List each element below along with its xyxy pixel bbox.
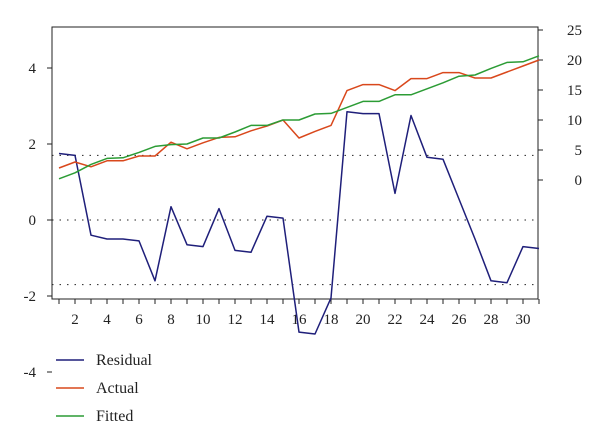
x-tick-label: 12 xyxy=(228,312,243,328)
x-tick-label: 10 xyxy=(196,312,211,328)
reference-lines xyxy=(52,154,538,286)
left-tick-label: 4 xyxy=(29,61,37,77)
x-tick-label: 22 xyxy=(388,312,403,328)
x-tick-label: 24 xyxy=(420,312,436,328)
legend-label-fitted: Fitted xyxy=(96,408,133,425)
right-tick-label: 20 xyxy=(567,53,582,69)
x-tick-label: 2 xyxy=(71,312,79,328)
series-line-residual xyxy=(58,110,540,335)
x-tick-label: 6 xyxy=(135,312,143,328)
legend: Residual Actual Fitted xyxy=(56,352,153,425)
left-tick-label: -2 xyxy=(24,289,37,305)
right-tick-label: 15 xyxy=(567,83,582,99)
left-tick-label: -4 xyxy=(24,365,37,381)
right-axis: 0 5 10 15 20 25 xyxy=(538,23,582,189)
x-tick-label: 14 xyxy=(260,312,276,328)
series-line-actual xyxy=(58,59,540,169)
series-lines xyxy=(58,55,540,335)
x-tick-label: 18 xyxy=(324,312,339,328)
x-tick-label: 16 xyxy=(292,312,308,328)
x-tick-label: 30 xyxy=(516,312,531,328)
x-tick-label: 4 xyxy=(103,312,111,328)
x-tick-label: 28 xyxy=(484,312,499,328)
legend-label-residual: Residual xyxy=(96,352,153,369)
right-tick-label: 0 xyxy=(575,173,583,189)
x-tick-label: 26 xyxy=(452,312,468,328)
x-tick-label: 8 xyxy=(167,312,175,328)
right-tick-label: 10 xyxy=(567,113,582,129)
x-tick-label: 20 xyxy=(356,312,371,328)
left-tick-label: 0 xyxy=(29,213,37,229)
left-axis: -4 -2 0 2 4 xyxy=(24,61,52,381)
plot-frame xyxy=(51,26,539,300)
legend-label-actual: Actual xyxy=(96,380,139,397)
right-tick-label: 25 xyxy=(567,23,582,39)
left-tick-label: 2 xyxy=(29,137,37,153)
x-axis: 2 4 6 8 10 12 14 16 18 20 22 24 26 28 30 xyxy=(58,299,540,328)
right-tick-label: 5 xyxy=(575,143,583,159)
series-line-fitted xyxy=(58,55,540,180)
